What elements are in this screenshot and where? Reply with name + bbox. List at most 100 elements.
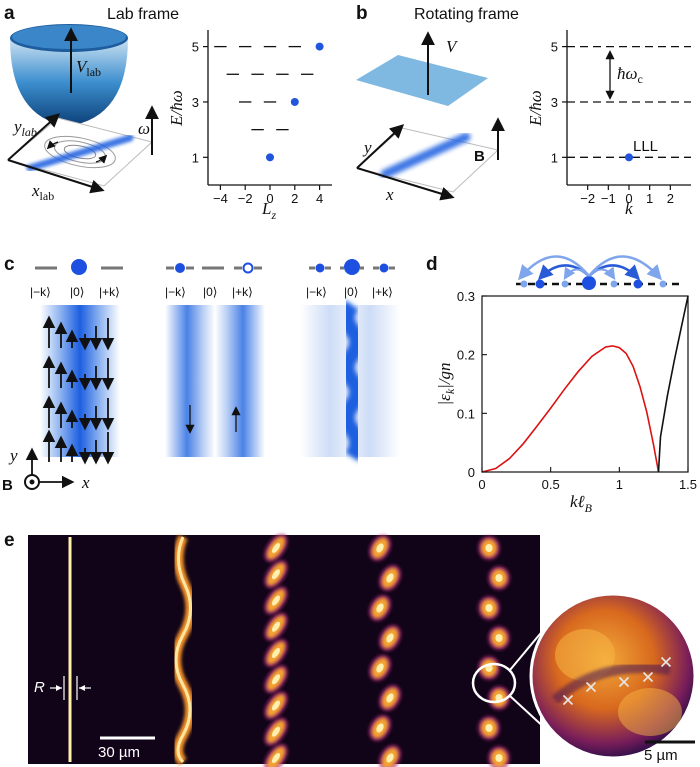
chart-b-ytick-label: 3 <box>551 95 558 110</box>
vortex-markers <box>562 656 672 706</box>
y-label-c: y <box>8 446 18 465</box>
panel-b: b Rotating frame V y x B E/ħω k ħωc LLL … <box>355 3 691 218</box>
chart-d-series-black <box>657 295 689 473</box>
lll-label: LLL <box>633 138 658 155</box>
chart-b-ytick-label: 5 <box>551 40 558 55</box>
cloud-blob-core <box>495 573 503 583</box>
cloud-stripe-5 <box>478 536 510 767</box>
chart-d-ytick-label: 0.3 <box>457 289 475 304</box>
cloud-blob-core <box>485 723 493 733</box>
ket-minus-k-1: |−k⟩ <box>30 285 51 299</box>
panel-a: a Lab frame Vlab ω ylab xlab <box>4 3 332 222</box>
chart-a-point <box>266 153 274 162</box>
chart-a-point <box>290 97 299 106</box>
chart-b-xtick-label: 2 <box>667 191 674 206</box>
scale-label-main: 30 µm <box>98 744 140 761</box>
chart-d-ylabel: |εk|/gn <box>435 362 457 405</box>
state-row-2: |−k⟩ |0⟩ |+k⟩ <box>165 262 262 299</box>
cloud-blob-core <box>271 647 281 659</box>
vortex-marker <box>660 656 672 668</box>
cloud-blob-core <box>271 726 281 737</box>
cloud-blob-core <box>386 753 394 763</box>
trap-bowl-illustration: Vlab <box>10 24 128 126</box>
cloud-blob-core <box>271 752 281 764</box>
panel-a-title: Lab frame <box>107 6 179 23</box>
chart-a-xtick-label: 2 <box>291 191 298 206</box>
stripe-snaking <box>339 300 365 462</box>
ket-zero-2: |0⟩ <box>203 285 217 299</box>
chart-a-spectrum: E/ħω Lz 1 3 5 −4 −2 0 2 4 <box>167 30 332 222</box>
chart-d-dispersion: |εk|/gn kℓB 0 0.1 0.2 0.3 0 0.5 1 1.5 <box>435 289 697 515</box>
ket-minus-k-3: |−k⟩ <box>306 285 327 299</box>
chart-b-ylabel: E/ħω <box>526 90 545 127</box>
cloud-blob-core <box>495 633 503 643</box>
chart-d-ytick-label: 0.1 <box>457 406 475 421</box>
ket-minus-k-2: |−k⟩ <box>165 285 186 299</box>
cloud-stripe-3 <box>264 533 288 767</box>
vortex-marker <box>562 694 574 706</box>
cloud-blob-core <box>376 603 384 613</box>
cloud-blob-core <box>271 621 281 632</box>
panel-e: e R 30 µm <box>4 530 697 767</box>
chart-b-xtick-label: −1 <box>601 191 616 206</box>
lab-plane-illustration: ω ylab xlab <box>6 105 159 203</box>
cloud-blob-core <box>376 663 384 673</box>
b-label-c: B <box>2 477 13 494</box>
chart-b-spectrum: E/ħω k ħωc LLL 135−2 −1 0 1 2 <box>526 30 691 218</box>
scale-label-inset: 5 µm <box>644 747 678 764</box>
potential-plane <box>356 55 488 106</box>
cloud-blob-core <box>386 693 394 703</box>
cloud-blob-core <box>271 674 281 685</box>
cloud-blob-core <box>271 542 281 554</box>
chart-d-frame <box>481 295 689 473</box>
v-lab-label: Vlab <box>76 57 101 79</box>
chart-a-xlabel: Lz <box>261 199 276 222</box>
vortex-marker <box>642 671 654 683</box>
x-label-b: x <box>385 185 394 204</box>
chart-a-ytick-label: 3 <box>192 95 199 110</box>
chart-d-series-red <box>481 345 660 473</box>
chart-b-xlabel: k <box>625 199 633 218</box>
rotating-plane-illustration: V y x B <box>355 31 505 204</box>
zoom-inset <box>529 592 697 760</box>
y-axis-b <box>356 124 405 169</box>
chart-b-ytick-label: 1 <box>551 150 558 165</box>
chart-d-ytick-label: 0 <box>468 465 475 480</box>
chart-b-xtick-label: 1 <box>646 191 653 206</box>
r-label: R <box>34 679 45 696</box>
chart-d-xtick-label: 0.5 <box>542 477 560 492</box>
y-label-b: y <box>362 138 372 157</box>
x-axis-b <box>356 167 455 201</box>
cloud-blob-core <box>485 543 493 553</box>
chart-a-xtick-label: −2 <box>238 191 253 206</box>
panel-c-letter: c <box>4 254 15 275</box>
y-lab-axis <box>7 113 61 161</box>
cloud-blob-core <box>271 569 281 580</box>
coupling-diagram <box>516 255 680 290</box>
cloud-blob-core <box>495 753 503 763</box>
ket-plus-k-3: |+k⟩ <box>372 285 393 299</box>
chart-a-xtick-label: 0 <box>266 191 273 206</box>
chart-a-xtick-label: 4 <box>316 191 323 206</box>
panel-d: d |εk|/gn kℓB 0 0.1 0.2 0.3 0 0.5 1 1.5 <box>426 254 697 515</box>
zoom-region-marker <box>471 662 517 704</box>
v-label: V <box>446 37 459 56</box>
b-label-b: B <box>474 148 485 165</box>
x-lab-axis <box>7 159 105 194</box>
state-row-1: |−k⟩ |0⟩ |+k⟩ <box>30 259 123 299</box>
omega-label: ω <box>138 119 150 138</box>
cloud-blob-core <box>386 573 394 583</box>
cloud-stripe-4 <box>368 534 402 767</box>
panel-d-letter: d <box>426 254 438 275</box>
chart-d-xtick-label: 1 <box>616 477 623 492</box>
chart-a-point <box>315 42 324 51</box>
panel-b-title: Rotating frame <box>414 6 519 23</box>
panel-c: c |−k⟩ |0⟩ |+k⟩ |−k⟩ |0⟩ |+k⟩ <box>2 254 400 494</box>
chart-b-xtick-label: 0 <box>625 191 632 206</box>
panel-b-letter: b <box>356 3 368 24</box>
chart-d-ytick-label: 0.2 <box>457 348 475 363</box>
cloud-blob-core <box>271 595 281 606</box>
y-lab-label: ylab <box>12 117 37 139</box>
chart-d-xtick-label: 1.5 <box>679 477 697 492</box>
